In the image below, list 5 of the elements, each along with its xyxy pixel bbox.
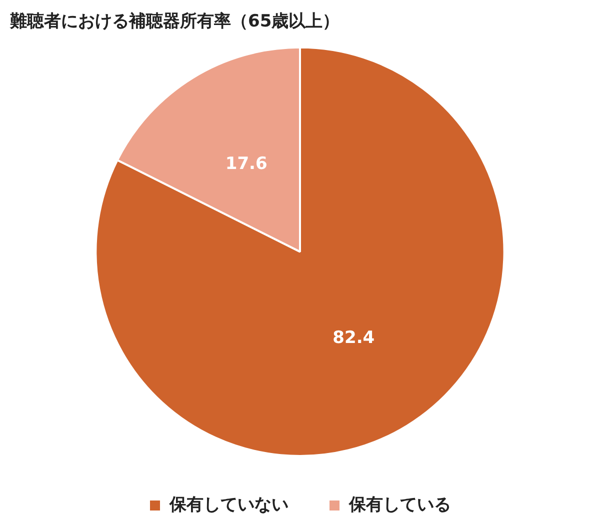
data-label: 82.4 bbox=[332, 328, 375, 348]
legend-label: 保有している bbox=[348, 494, 451, 515]
chart-title: 難聴者における補聴器所有率（65歳以上） bbox=[9, 12, 340, 32]
legend-label: 保有していない bbox=[168, 494, 288, 515]
data-label: 17.6 bbox=[225, 154, 268, 174]
